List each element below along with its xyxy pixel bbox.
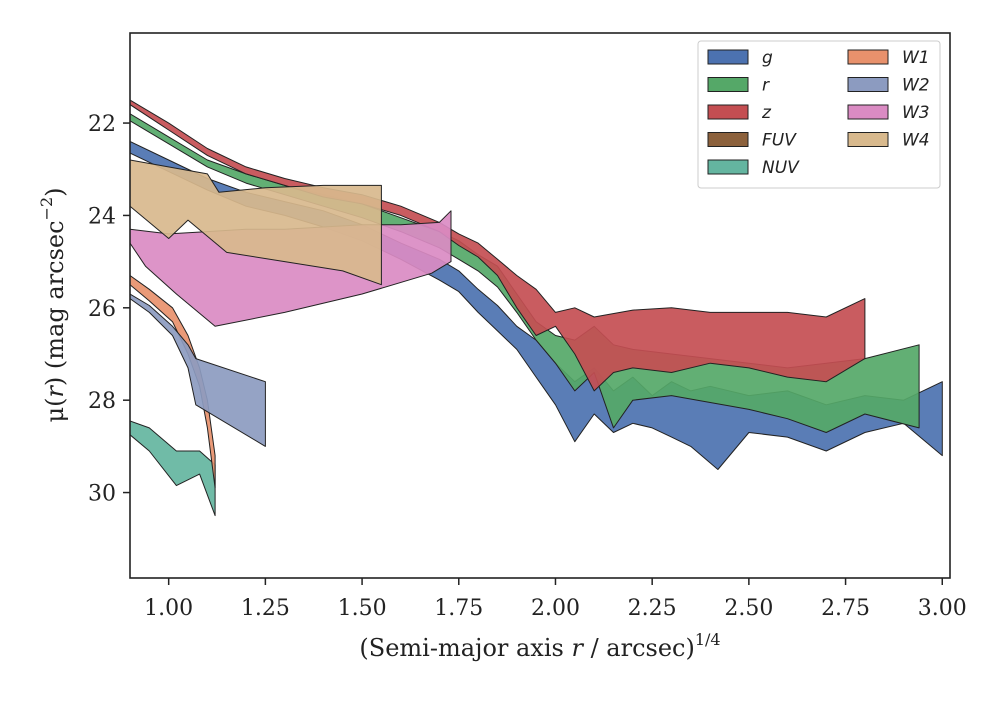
y-axis: 22 24 26 28 30 xyxy=(88,112,130,507)
x-tick-label: 2.75 xyxy=(821,596,870,621)
legend-swatch-w2 xyxy=(847,77,889,92)
legend-label-w2: W2 xyxy=(902,76,930,96)
x-tick-label: 3.00 xyxy=(918,596,967,621)
y-tick-label: 28 xyxy=(88,389,116,414)
legend-swatch-fuv xyxy=(707,132,749,147)
y-tick-label: 30 xyxy=(88,482,116,507)
plot-frame xyxy=(129,32,951,579)
legend: grz FUV NUV W1 W2 W3 W4 xyxy=(697,40,941,189)
x-tick-label: 1.75 xyxy=(434,596,483,621)
legend-label-w4: W4 xyxy=(902,131,930,151)
legend-label-w3: W3 xyxy=(902,103,930,123)
legend-label-r: r xyxy=(762,76,770,96)
band-w2 xyxy=(130,293,266,447)
y-tick-label: 24 xyxy=(88,204,116,229)
legend-swatch-w3 xyxy=(847,104,889,120)
legend-swatch-z xyxy=(707,104,749,120)
legend-swatch-nuv xyxy=(707,159,749,175)
x-tick-label: 1.25 xyxy=(241,596,290,621)
legend-swatch-w4 xyxy=(847,132,889,147)
band-w4 xyxy=(130,159,382,286)
x-tick-label: 2.00 xyxy=(531,596,580,621)
legend-label-w1: W1 xyxy=(902,48,930,68)
x-tick-label: 1.00 xyxy=(144,596,193,621)
legend-label-nuv: NUV xyxy=(762,158,800,178)
x-tick-label: 2.50 xyxy=(724,596,773,621)
legend-label-z: z xyxy=(761,103,772,123)
legend-swatch-w1 xyxy=(847,49,889,65)
legend-swatch-r xyxy=(707,77,749,92)
series-bands xyxy=(130,99,943,517)
legend-label-fuv: FUV xyxy=(762,131,797,151)
legend-label-g: g xyxy=(762,48,773,68)
band-nuv xyxy=(130,420,216,517)
x-tick-label: 2.25 xyxy=(628,596,677,621)
x-axis: 1.00 1.25 1.50 1.75 2.00 2.25 2.50 2.75 3.00 xyxy=(144,578,967,621)
y-axis-title: μ(r) (mag arcsec−2) xyxy=(37,187,69,422)
x-tick-label: 1.50 xyxy=(338,596,387,621)
legend-swatch-g xyxy=(707,49,749,65)
y-tick-label: 22 xyxy=(88,112,116,137)
x-axis-title: (Semi-major axis r / arcsec)1/4 xyxy=(359,630,720,662)
y-tick-label: 26 xyxy=(88,297,116,322)
